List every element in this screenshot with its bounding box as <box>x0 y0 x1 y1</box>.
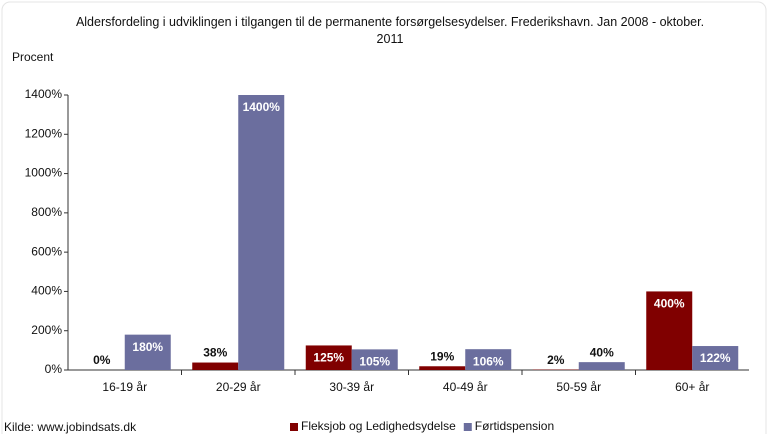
bar <box>692 346 739 370</box>
bar <box>305 345 352 370</box>
data-label: 1400% <box>243 100 281 114</box>
data-label: 40% <box>590 345 614 359</box>
bar <box>192 362 239 370</box>
data-label: 19% <box>430 349 454 363</box>
y-tick-label: 1000% <box>25 166 63 180</box>
bar <box>124 334 171 370</box>
x-tick-label: 60+ år <box>675 380 709 394</box>
x-tick-label: 40-49 år <box>443 380 488 394</box>
data-label: 105% <box>359 355 390 369</box>
x-tick-label: 20-29 år <box>216 380 261 394</box>
y-tick-label: 200% <box>31 323 62 337</box>
legend-swatch <box>290 423 298 431</box>
data-label: 106% <box>473 354 504 368</box>
x-tick-label: 50-59 år <box>556 380 601 394</box>
legend-label: Fleksjob og Ledighedsydelse <box>301 419 456 433</box>
chart-title: Aldersfordeling i udviklingen i tilgange… <box>75 15 705 46</box>
legend-swatch <box>463 423 472 431</box>
y-tick-label: 0% <box>45 362 63 376</box>
source: Kilde: www.jobindsats.dk <box>4 420 137 434</box>
y-tick-label: 1200% <box>25 126 63 140</box>
bar <box>419 366 466 370</box>
data-label: 122% <box>700 351 731 365</box>
y-tick-label: 400% <box>31 284 62 298</box>
y-tick-label: 600% <box>31 244 62 258</box>
bar <box>351 349 398 370</box>
data-label: 400% <box>654 297 685 311</box>
x-tick-label: 30-39 år <box>329 380 374 394</box>
bar <box>238 95 285 370</box>
data-label: 38% <box>203 346 227 360</box>
bar <box>646 291 693 370</box>
y-tick-label: 800% <box>31 205 62 219</box>
data-label: 0% <box>93 353 111 367</box>
bar <box>465 349 512 370</box>
y-axis-label: Procent <box>12 50 54 64</box>
y-tick-label: 1400% <box>25 87 63 101</box>
data-label: 125% <box>313 351 344 365</box>
bar <box>578 362 625 370</box>
data-label: 180% <box>132 340 163 354</box>
data-label: 2% <box>547 353 565 367</box>
x-tick-label: 16-19 år <box>102 380 147 394</box>
legend-label: Førtidspension <box>475 419 554 433</box>
